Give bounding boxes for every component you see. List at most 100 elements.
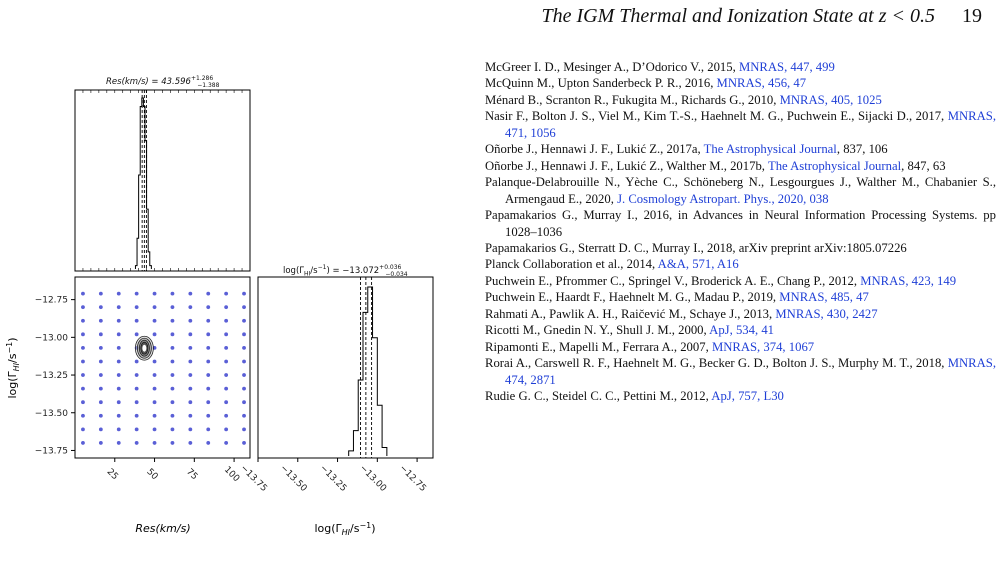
scatter-point — [152, 386, 157, 391]
scatter-point — [134, 318, 139, 323]
reference-link[interactable]: MNRAS, 405, 1025 — [779, 92, 882, 107]
reference-link[interactable]: MNRAS, 430, 2427 — [775, 306, 878, 321]
scatter-point — [116, 441, 121, 445]
gamma-x-tick-label: −12.75 — [397, 463, 428, 494]
scatter-point — [81, 318, 85, 323]
scatter-point — [81, 359, 85, 364]
reference-link[interactable]: MNRAS, 447, 499 — [738, 60, 835, 74]
scatter-point — [81, 345, 85, 350]
reference-link[interactable]: The Astrophysical Journal — [703, 142, 837, 157]
gamma-x-tick-label: −13.75 — [238, 463, 269, 494]
reference-text: Oñorbe J., Hennawi J. F., Lukić Z., 2017… — [485, 142, 704, 157]
scatter-point — [224, 291, 229, 296]
reference-link[interactable]: The Astrophysical Journal — [767, 158, 902, 173]
scatter-point — [81, 413, 85, 418]
contour-core — [142, 344, 147, 352]
scatter-point — [134, 291, 139, 296]
scatter-point — [170, 318, 175, 323]
scatter-point — [98, 400, 103, 405]
reference-link[interactable]: A&A, 571, A16 — [657, 257, 739, 272]
reference-link[interactable]: ApJ, 757, L30 — [711, 389, 784, 404]
scatter-point — [134, 332, 139, 337]
y-tick-label: −13.00 — [35, 333, 69, 343]
reference-item: Nasir F., Bolton J. S., Viel M., Kim T.-… — [485, 108, 996, 141]
scatter-point — [116, 413, 121, 418]
scatter-point — [206, 400, 211, 405]
scatter-point — [224, 332, 229, 337]
scatter-point — [134, 386, 139, 391]
scatter-point — [170, 332, 175, 337]
scatter-point — [152, 441, 157, 445]
reference-text: Ménard B., Scranton R., Fukugita M., Ric… — [485, 92, 780, 107]
gamma-title-prefix: log(Γ — [283, 265, 305, 276]
scatter-point — [98, 332, 103, 337]
scatter-point — [152, 318, 157, 323]
scatter-point — [152, 413, 157, 418]
gamma-title-unit: /s — [310, 265, 318, 276]
gamma-x-tick-label: −13.50 — [278, 463, 309, 494]
gamma-title-upper: +0.036 — [379, 264, 402, 271]
scatter-point — [170, 345, 175, 350]
gamma-histogram-bars — [348, 286, 388, 456]
res-title-text: Res(km/s) = 43.596 — [106, 76, 191, 87]
scatter-point — [134, 305, 139, 310]
scatter-point — [224, 441, 229, 445]
reference-text: Puchwein E., Pfrommer C., Springel V., B… — [485, 273, 861, 288]
reference-item: Papamakarios G., Sterratt D. C., Murray … — [485, 240, 996, 256]
scatter-point — [242, 400, 246, 405]
reference-link[interactable]: J. Cosmology Astropart. Phys., 2020, 038 — [617, 191, 829, 206]
scatter-point — [98, 373, 103, 377]
references-list: McGreer I. D., Mesinger A., D’Odorico V.… — [485, 59, 996, 405]
joint-scatter-panel: 25 50 75 100 −12.75 −13.00 −13.25 −13.50 −13.75 — [35, 276, 251, 484]
scatter-point — [81, 441, 85, 445]
scatter-point — [188, 413, 193, 418]
scatter-point — [134, 373, 139, 377]
x-tick-label: 50 — [144, 467, 159, 482]
scatter-point — [134, 400, 139, 405]
scatter-point — [242, 386, 246, 391]
scatter-point — [152, 291, 157, 296]
x-tick-label: 25 — [105, 467, 120, 482]
reference-link[interactable]: MNRAS, 474, 2871 — [505, 356, 996, 387]
scatter-point — [188, 441, 193, 445]
scatter-point — [242, 373, 246, 377]
y-tick-label: −13.75 — [35, 446, 68, 456]
gamma-x-tick-label: −13.00 — [357, 463, 388, 494]
reference-text-tail: , 847, 63 — [901, 158, 946, 173]
gamma-title-sub: HI — [304, 270, 311, 278]
scatter-point — [188, 400, 193, 405]
reference-item: Puchwein E., Pfrommer C., Springel V., B… — [485, 273, 996, 289]
scatter-point — [224, 413, 229, 418]
corner-plot-svg: 25 50 75 100−12.75−13.00−13.25−13.50−13.75 … — [5, 89, 434, 537]
reference-item: McQuinn M., Upton Sanderbeck P. R., 2016… — [485, 75, 996, 91]
reference-link[interactable]: MNRAS, 485, 47 — [779, 290, 869, 305]
reference-link[interactable]: MNRAS, 423, 149 — [860, 273, 957, 288]
reference-link[interactable]: MNRAS, 456, 47 — [716, 76, 807, 91]
scatter-point — [98, 291, 103, 296]
y-tick-label: −13.50 — [35, 409, 69, 419]
scatter-point — [98, 345, 103, 350]
reference-link[interactable]: MNRAS, 374, 1067 — [711, 339, 815, 354]
scatter-point — [242, 359, 246, 364]
reference-text: McGreer I. D., Mesinger A., D’Odorico V.… — [485, 60, 739, 74]
reference-text: Ripamonti E., Mapelli M., Ferrara A., 20… — [485, 339, 712, 354]
reference-link[interactable]: ApJ, 534, 41 — [709, 323, 775, 338]
reference-text: Papamakarios G., Murray I., 2016, in Adv… — [485, 208, 996, 239]
scatter-point — [152, 359, 157, 364]
gamma-y-axis-label: log(ΓHI/s−1) — [5, 337, 21, 398]
scatter-point — [81, 332, 85, 337]
scatter-point — [188, 345, 193, 350]
res-panel-title: Res(km/s) = 43.596+1.286−1.388 — [106, 75, 219, 89]
scatter-point — [170, 291, 175, 296]
scatter-point — [224, 400, 229, 405]
scatter-point — [242, 291, 246, 296]
reference-text: Puchwein E., Haardt F., Haehnelt M. G., … — [485, 290, 780, 305]
reference-item: McGreer I. D., Mesinger A., D’Odorico V.… — [485, 59, 996, 75]
scatter-point — [242, 345, 246, 350]
scatter-point — [224, 386, 229, 391]
scatter-point — [116, 305, 121, 310]
scatter-point — [224, 373, 229, 377]
res-title-upper: +1.286 — [190, 75, 214, 82]
scatter-point — [98, 427, 103, 432]
reference-link[interactable]: MNRAS, 471, 1056 — [505, 109, 996, 140]
